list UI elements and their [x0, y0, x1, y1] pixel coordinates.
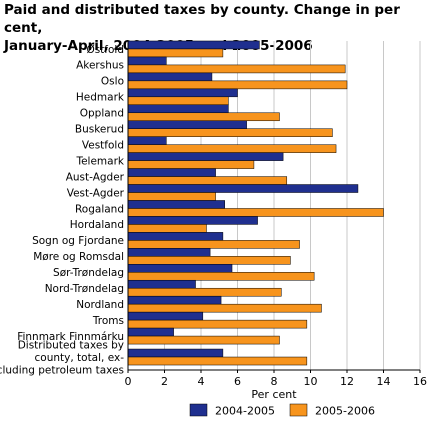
category-label: county, total, ex- [35, 352, 125, 364]
legend-swatch-2005-2006 [289, 403, 308, 417]
x-tick-label: 16 [413, 375, 427, 388]
category-label: Hedmark [76, 92, 125, 104]
bar-2005-2006-9 [127, 192, 216, 201]
category-label: Møre og Romsdal [33, 251, 124, 263]
x-axis-ticks: 0 2 4 6 8 10 12 14 16 [125, 370, 427, 388]
bar-2004-2005-3 [127, 88, 238, 98]
legend-label: 2004-2005 [215, 405, 275, 418]
bar-2004-2005-10 [127, 200, 225, 209]
x-tick-label: 4 [198, 375, 205, 388]
x-tick-label: 2 [161, 375, 168, 388]
bar-2004-2005-8 [127, 168, 216, 177]
bar-2005-2006-18 [127, 335, 280, 345]
x-tick-label: 0 [125, 375, 132, 388]
x-axis-title: Per cent [251, 388, 297, 401]
category-label: Sør-Trøndelag [53, 267, 124, 279]
bar-2005-2006-17 [127, 319, 308, 329]
bar-2005-2006-14 [127, 272, 315, 281]
bar-2005-2006-15 [127, 287, 282, 297]
bar-2004-2005-7 [127, 152, 284, 161]
category-label: Rogaland [75, 203, 124, 215]
x-tick-label: 10 [304, 375, 318, 388]
legend-label: 2005-2006 [315, 405, 375, 418]
legend-swatch-2004-2005 [189, 403, 208, 417]
category-label: Buskerud [75, 124, 124, 136]
bar-2005-2006-6 [127, 144, 337, 153]
bar-2005-2006-16 [127, 303, 322, 313]
category-label: Oslo [101, 76, 124, 88]
bar-2004-2005-0 [127, 40, 260, 50]
bar-2005-2006-0 [127, 48, 224, 58]
legend: 2004-2005 2005-2006 [189, 403, 375, 418]
bar-2005-2006-12 [127, 240, 300, 249]
bar-2004-2005-18 [127, 327, 174, 337]
x-tick-label: 8 [271, 375, 278, 388]
category-label: cluding petroleum taxes [0, 364, 124, 376]
bar-2005-2006-8 [127, 176, 288, 185]
bars [127, 40, 384, 366]
category-label: Nordland [76, 299, 124, 311]
bar-2005-2006-3 [127, 96, 229, 106]
bar-2004-2005-19 [127, 348, 224, 358]
category-label: Hordaland [70, 219, 124, 231]
category-label: Distributed taxes by [18, 339, 124, 351]
bar-2005-2006-4 [127, 112, 280, 122]
category-label: Finnmark Finnmárku [17, 331, 124, 343]
x-tick-label: 12 [340, 375, 354, 388]
bar-2005-2006-13 [127, 256, 291, 265]
bar-2004-2005-1 [127, 56, 167, 66]
category-label: Telemark [75, 155, 124, 167]
x-tick-label: 6 [234, 375, 241, 388]
category-label: Oppland [80, 108, 124, 120]
bar-2004-2005-14 [127, 264, 233, 273]
bar-2004-2005-6 [127, 136, 167, 145]
bar-2004-2005-5 [127, 120, 247, 129]
bar-2005-2006-2 [127, 80, 348, 90]
category-label: Vest-Agder [67, 187, 125, 199]
category-label: Nord-Trøndelag [45, 283, 124, 295]
bar-2004-2005-11 [127, 216, 258, 225]
category-label: Sogn og Fjordane [32, 235, 124, 247]
bar-2004-2005-9 [127, 184, 359, 193]
category-label: Akershus [76, 60, 124, 72]
category-label: Troms [92, 315, 124, 327]
bar-2005-2006-5 [127, 128, 333, 137]
bar-2004-2005-4 [127, 104, 229, 114]
bar-2005-2006-10 [127, 208, 384, 217]
category-labels: Østfold Akershus Oslo Hedmark Oppland Buskeru… [0, 44, 125, 377]
bar-2004-2005-15 [127, 279, 196, 289]
bar-2004-2005-17 [127, 311, 204, 321]
bar-2004-2005-16 [127, 295, 222, 305]
bar-2004-2005-13 [127, 248, 211, 257]
bar-2004-2005-12 [127, 232, 224, 241]
bar-2005-2006-11 [127, 224, 207, 233]
bar-2005-2006-1 [127, 64, 346, 74]
bar-2005-2006-7 [127, 160, 255, 169]
category-label: Østfold [86, 44, 124, 56]
chart-title-line-1: Paid and distributed taxes by county. Ch… [4, 2, 400, 36]
bar-2005-2006-19 [127, 356, 308, 366]
bar-2004-2005-2 [127, 72, 213, 82]
category-label: Aust-Agder [66, 171, 125, 183]
x-tick-label: 14 [377, 375, 391, 388]
category-label: Vestfold [82, 139, 124, 151]
